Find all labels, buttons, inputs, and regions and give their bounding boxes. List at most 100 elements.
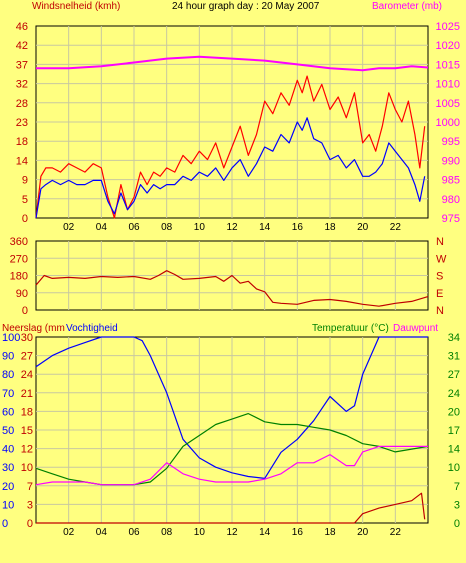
x-tick-label: 10 — [194, 222, 206, 233]
rain-tick-label: 7 — [27, 481, 33, 493]
y2-tick-label: 985 — [442, 175, 460, 187]
y-tick-label: 270 — [10, 253, 28, 265]
rain-axis-title: Neerslag (mm — [2, 323, 65, 334]
y2-tick-label: 24 — [448, 388, 460, 400]
x-tick-label: 08 — [161, 222, 173, 233]
x-tick-label: 18 — [324, 527, 336, 538]
y2-tick-label: N — [436, 305, 444, 317]
barometer-axis-title: Barometer (mb) — [372, 1, 442, 12]
series-humidity — [35, 336, 428, 479]
y2-tick-label: 31 — [448, 351, 460, 363]
x-tick-label: 10 — [194, 527, 206, 538]
wind-axis-title: Windsnelheid (kmh) — [32, 1, 120, 12]
y-tick-label: 18 — [16, 136, 28, 148]
rain-tick-label: 0 — [27, 518, 33, 530]
y2-tick-label: 1015 — [436, 59, 460, 71]
y-tick-label: 9 — [22, 175, 28, 187]
y-tick-label: 70 — [2, 388, 14, 400]
y2-tick-label: 1000 — [436, 117, 460, 129]
series-dewpoint — [35, 445, 428, 486]
series-avg — [35, 117, 426, 219]
rain-tick-label: 12 — [21, 444, 33, 456]
x-tick-label: 06 — [128, 222, 140, 233]
y-tick-label: 40 — [2, 444, 14, 456]
y2-tick-label: E — [436, 288, 443, 300]
dewpoint-axis-title: Dauwpunt — [393, 323, 438, 334]
y-tick-label: 80 — [2, 369, 14, 381]
y-tick-label: 32 — [16, 79, 28, 91]
y2-tick-label: 1020 — [436, 40, 460, 52]
series-gust — [35, 75, 426, 219]
x-tick-label: 04 — [96, 527, 108, 538]
y-tick-label: 90 — [16, 288, 28, 300]
x-tick-label: 22 — [390, 527, 402, 538]
y-tick-label: 23 — [16, 117, 28, 129]
x-tick-label: 08 — [161, 527, 173, 538]
rain-tick-label: 21 — [21, 388, 33, 400]
x-tick-label: 06 — [128, 527, 140, 538]
x-tick-label: 12 — [226, 527, 238, 538]
temperature-axis-title: Temperatuur (°C) — [312, 323, 389, 334]
rain-tick-label: 27 — [21, 351, 33, 363]
rain-tick-label: 15 — [21, 425, 33, 437]
rain-tick-label: 30 — [21, 332, 33, 344]
y-tick-label: 5 — [22, 194, 28, 206]
y2-tick-label: 1025 — [436, 21, 460, 33]
y2-tick-label: 995 — [442, 136, 460, 148]
y-tick-label: 37 — [16, 59, 28, 71]
rain-tick-label: 24 — [21, 369, 33, 381]
y2-tick-label: 3 — [454, 499, 460, 511]
y2-tick-label: W — [436, 253, 447, 265]
y-tick-label: 10 — [2, 499, 14, 511]
y2-tick-label: 1010 — [436, 79, 460, 91]
y-tick-label: 0 — [2, 518, 8, 530]
y2-tick-label: S — [436, 271, 443, 283]
y2-tick-label: 20 — [448, 406, 460, 418]
y-tick-label: 360 — [10, 236, 28, 248]
chart-panels: 4642373228231814950102510201015101010051… — [2, 21, 460, 538]
y2-tick-label: 0 — [454, 518, 460, 530]
y-tick-label: 0 — [22, 305, 28, 317]
y-tick-label: 100 — [2, 332, 20, 344]
y-tick-label: 14 — [16, 155, 28, 167]
x-tick-label: 14 — [259, 222, 271, 233]
y2-tick-label: 17 — [448, 425, 460, 437]
y2-tick-label: 990 — [442, 155, 460, 167]
y-tick-label: 20 — [2, 481, 14, 493]
x-tick-label: 16 — [292, 527, 304, 538]
y2-tick-label: 7 — [454, 481, 460, 493]
y-tick-label: 28 — [16, 98, 28, 110]
y2-tick-label: 980 — [442, 194, 460, 206]
y-tick-label: 60 — [2, 406, 14, 418]
y2-tick-label: 34 — [448, 332, 460, 344]
x-tick-label: 02 — [63, 222, 75, 233]
rain-tick-label: 10 — [21, 462, 33, 474]
x-tick-label: 14 — [259, 527, 271, 538]
series-rain — [36, 492, 426, 524]
x-tick-label: 22 — [390, 222, 402, 233]
y-tick-label: 0 — [22, 213, 28, 225]
y-tick-label: 30 — [2, 462, 14, 474]
series-barometer — [36, 55, 429, 72]
x-tick-label: 18 — [324, 222, 336, 233]
y-tick-label: 42 — [16, 40, 28, 52]
rain-tick-label: 18 — [21, 406, 33, 418]
y2-tick-label: 975 — [442, 213, 460, 225]
y2-tick-label: 10 — [448, 462, 460, 474]
y2-tick-label: 14 — [448, 444, 460, 456]
y-tick-label: 50 — [2, 425, 14, 437]
x-tick-label: 16 — [292, 222, 304, 233]
y-tick-label: 46 — [16, 21, 28, 33]
series-direction — [35, 270, 429, 307]
y2-tick-label: N — [436, 236, 444, 248]
x-tick-label: 04 — [96, 222, 108, 233]
x-tick-label: 20 — [357, 222, 369, 233]
y-tick-label: 180 — [10, 271, 28, 283]
y2-tick-label: 1005 — [436, 98, 460, 110]
rain-tick-label: 3 — [27, 499, 33, 511]
x-tick-label: 12 — [226, 222, 238, 233]
chart-title: 24 hour graph day : 20 May 2007 — [172, 1, 320, 12]
x-tick-label: 20 — [357, 527, 369, 538]
